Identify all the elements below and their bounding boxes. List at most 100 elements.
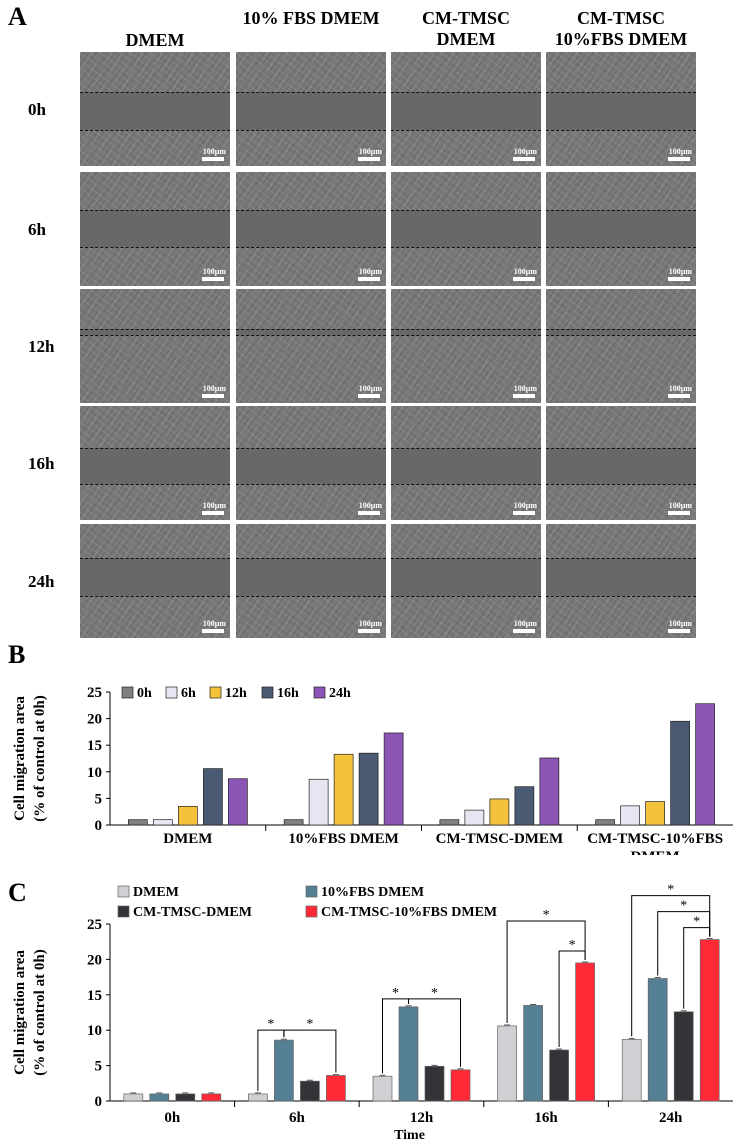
wound-edge-line [546, 92, 696, 93]
microscopy-image: 100µm [546, 172, 696, 286]
significance-bracket [408, 998, 461, 1067]
bar [228, 778, 248, 826]
bar [149, 1093, 170, 1102]
bar [326, 1075, 346, 1102]
legend-label: 16h [277, 686, 299, 701]
scale-bar [668, 277, 690, 281]
wound-edge-line [546, 247, 696, 248]
wound-gap [546, 558, 696, 596]
scale-bar [358, 511, 380, 515]
legend-swatch [117, 905, 130, 918]
bar [248, 1093, 268, 1102]
wound-gap [546, 448, 696, 484]
scale-label: 100µm [513, 384, 537, 393]
column-header: DMEM [125, 30, 185, 50]
y-tick-label: 20 [87, 952, 102, 968]
x-category-label: DMEM [163, 831, 212, 847]
bar [383, 732, 404, 826]
legend-swatch [121, 686, 134, 699]
wound-edge-line [80, 329, 230, 330]
bar [439, 819, 460, 826]
wound-edge-line [546, 484, 696, 485]
significance-bracket [506, 920, 586, 1023]
wound-edge-line [236, 335, 386, 336]
scale-bar [202, 394, 224, 398]
bar [300, 1080, 320, 1102]
wound-edge-line [80, 247, 230, 248]
microscopy-image: 100µm [546, 406, 696, 520]
wound-edge-line [391, 329, 541, 330]
y-axis-label-2: (% of control at 0h) [32, 695, 48, 821]
bar [153, 819, 173, 826]
wound-gap [236, 448, 386, 484]
microscopy-image: 100µm [236, 172, 386, 286]
wound-edge-line [546, 335, 696, 336]
microscopy-image: 100µm [391, 406, 541, 520]
legend-label: DMEM [133, 885, 179, 900]
scale-label: 100µm [668, 384, 692, 393]
wound-gap [80, 448, 230, 484]
legend-swatch [165, 686, 178, 699]
x-category-label: 24h [659, 1110, 683, 1126]
wound-edge-line [80, 484, 230, 485]
legend-label: 6h [181, 686, 196, 701]
significance-star: * [306, 1017, 313, 1032]
scale-bar [668, 157, 690, 161]
scale-label: 100µm [202, 619, 226, 628]
bar [308, 778, 329, 826]
scale-bar [513, 157, 535, 161]
bar [398, 1006, 419, 1102]
bar [424, 1065, 445, 1102]
microscopy-image: 100µm [391, 524, 541, 638]
wound-gap [391, 92, 541, 130]
row-label: 6h [28, 220, 46, 239]
x-category-label: 12h [410, 1110, 434, 1126]
microscopy-image: 100µm [236, 524, 386, 638]
row-label: 16h [28, 454, 55, 473]
wound-edge-line [391, 210, 541, 211]
wound-gap [391, 448, 541, 484]
bar [178, 806, 198, 826]
scale-bar [358, 277, 380, 281]
wound-gap [80, 329, 230, 335]
y-tick-label: 5 [95, 1059, 103, 1075]
wound-gap [391, 558, 541, 596]
scale-label: 100µm [668, 501, 692, 510]
legend-swatch [261, 686, 274, 699]
significance-star: * [543, 908, 550, 923]
wound-gap [236, 92, 386, 130]
significance-bracket [283, 1029, 337, 1073]
significance-star: * [569, 938, 576, 953]
bar [514, 786, 535, 826]
wound-gap [546, 329, 696, 335]
significance-bracket [631, 895, 711, 1037]
bar [489, 798, 510, 826]
wound-edge-line [391, 247, 541, 248]
wound-gap [80, 558, 230, 596]
wound-edge-line [236, 484, 386, 485]
microscopy-image: 100µm [80, 52, 230, 166]
scale-bar [358, 629, 380, 633]
wound-edge-line [236, 329, 386, 330]
wound-edge-line [80, 210, 230, 211]
x-category-label: DMEM [631, 849, 680, 855]
bar [699, 939, 720, 1102]
microscopy-image: 100µm [80, 524, 230, 638]
bar [595, 819, 615, 826]
y-tick-label: 5 [95, 791, 103, 807]
wound-edge-line [80, 558, 230, 559]
y-tick-label: 10 [87, 765, 102, 781]
wound-edge-line [80, 92, 230, 93]
microscopy-image: 100µm [546, 524, 696, 638]
column-header: CM-TMSC DMEM [422, 8, 510, 49]
significance-star: * [667, 883, 674, 898]
wound-edge-line [391, 335, 541, 336]
microscopy-image: 100µm [546, 289, 696, 403]
wound-edge-line [546, 448, 696, 449]
wound-edge-line [236, 448, 386, 449]
x-axis-label: Time [394, 1128, 425, 1139]
scale-bar [513, 511, 535, 515]
wound-gap [391, 329, 541, 335]
y-tick-label: 25 [87, 685, 102, 701]
scale-bar [202, 511, 224, 515]
